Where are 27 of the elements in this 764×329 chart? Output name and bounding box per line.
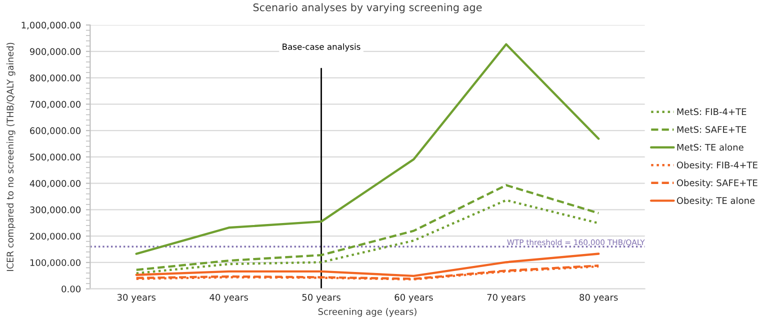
legend-label: MetS: SAFE+TE [677,126,746,133]
y-tick-label: 1,000,000.00 [22,22,81,30]
y-tick-label: 800,000.00 [30,74,81,82]
legend-label: Obesity: SAFE+TE [676,179,758,188]
y-tick-label: 100,000.00 [30,259,81,267]
y-axis-title: ICER compared to no screening (THB/QALY gained) [6,42,16,271]
x-tick-label: 70 years [487,294,526,302]
y-tick-label: 400,000.00 [30,180,81,188]
y-tick-label: 900,000.00 [30,48,81,56]
legend-label: MetS: FIB-4+TE [677,108,746,116]
x-tick-label: 50 years [302,294,340,302]
y-tick-label: 200,000.00 [30,232,81,241]
y-tick-label: 600,000.00 [30,127,81,136]
x-tick-label: 40 years [210,294,248,302]
x-tick-label: 80 years [580,294,618,302]
legend-label: MetS: TE alone [677,144,744,151]
y-tick-label: 300,000.00 [30,206,81,214]
legend-label: Obesity: FIB-4+TE [676,161,758,170]
x-tick-label: 60 years [394,294,433,302]
chart-title: Scenario analyses by varying screening age [253,3,482,14]
legend-label: Obesity: TE alone [676,196,755,206]
y-tick-label: 500,000.00 [30,154,81,162]
x-tick-label: 30 years [117,294,156,302]
x-axis-title: Screening age (years) [318,308,416,317]
y-tick-label: 700,000.00 [30,100,81,109]
ref-line-label: Base-case analysis [282,43,360,52]
y-tick-label: 0.00 [62,286,81,292]
